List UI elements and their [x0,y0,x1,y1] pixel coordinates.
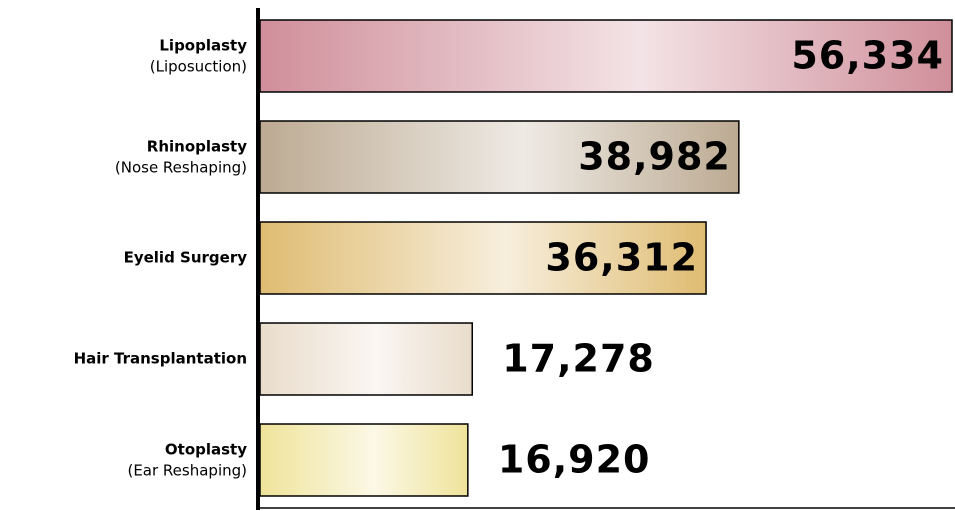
value-label: 17,278 [502,337,655,381]
bar [259,120,740,194]
bar [259,322,473,396]
bar [259,19,953,93]
category-label: Hair Transplantation [74,350,247,368]
category-label: Eyelid Surgery [124,249,248,267]
category-note: (Liposuction) [150,58,247,76]
category-label: Lipoplasty [159,37,247,55]
value-label: 56,334 [791,34,944,78]
category-label: Otoplasty [165,441,247,459]
category-label: Rhinoplasty [147,138,247,156]
value-label: 36,312 [545,236,698,280]
category-note: (Ear Reshaping) [127,462,247,480]
value-label: 38,982 [578,135,731,179]
bar [259,221,707,295]
value-label: 16,920 [498,438,651,482]
category-note: (Nose Reshaping) [115,159,247,177]
bar [259,423,469,497]
